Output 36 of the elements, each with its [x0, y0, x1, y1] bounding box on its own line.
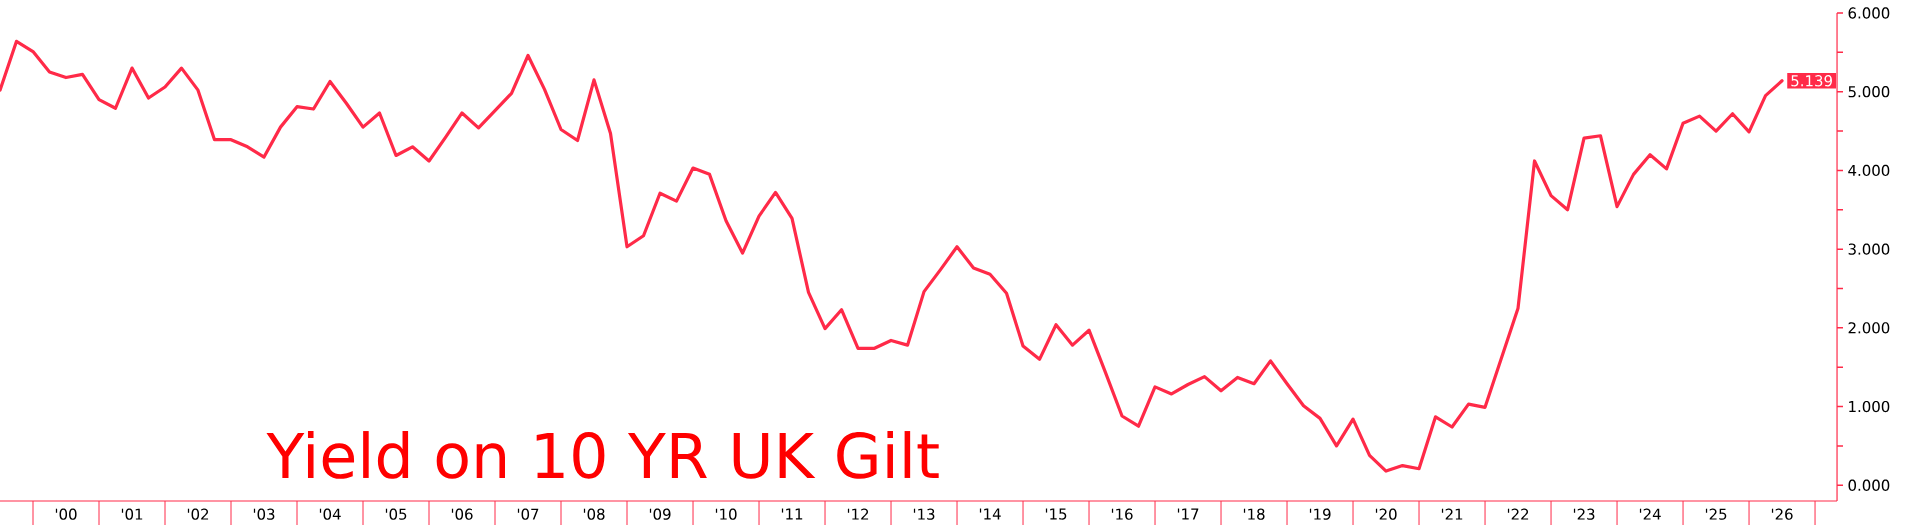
x-tick-label: '13	[913, 508, 935, 520]
x-tick-label: '14	[979, 508, 1001, 520]
x-tick-label: '04	[319, 508, 341, 520]
y-tick-label: 1.000	[1849, 400, 1890, 413]
x-tick-label: '15	[1045, 508, 1067, 520]
x-tick-label: '16	[1111, 508, 1133, 520]
x-tick-label: '05	[385, 508, 407, 520]
y-tick-label: 5.000	[1848, 86, 1890, 98]
x-tick-label: '07	[517, 508, 539, 520]
x-tick-label: '09	[649, 508, 671, 520]
y-tick-label: 2.000	[1848, 322, 1890, 334]
y-tick-label: 0.000	[1848, 479, 1890, 491]
y-tick-label: 4.000	[1848, 164, 1890, 177]
x-tick-label: '24	[1639, 508, 1661, 520]
x-tick-label: '18	[1243, 508, 1265, 520]
annotation: 5.139	[1791, 75, 1832, 87]
x-tick-label: '22	[1507, 508, 1529, 520]
x-tick-label: '06	[451, 508, 473, 520]
x-tick-label: '08	[583, 508, 605, 520]
x-tick-label: '03	[253, 508, 275, 520]
text: Yield on 10 YR UK Gilt	[266, 431, 939, 479]
x-tick-label: '00	[55, 508, 77, 520]
x-tick-label: '02	[187, 508, 209, 520]
x-tick-label: '10	[715, 508, 737, 520]
x-tick-label: '12	[847, 508, 869, 520]
x-tick-label: '23	[1573, 508, 1595, 520]
x-tick-label: '25	[1705, 508, 1727, 520]
y-tick-label: 3.000	[1848, 243, 1890, 255]
y-tick-label: 6.000	[1848, 7, 1890, 19]
x-tick-label: '11	[781, 508, 803, 520]
x-tick-label: '26	[1771, 508, 1793, 520]
x-tick-label: '21	[1441, 508, 1463, 520]
x-tick-label: '20	[1375, 508, 1397, 520]
x-tick-label: '01	[121, 508, 143, 520]
x-tick-label: '19	[1309, 508, 1331, 520]
x-tick-label: '17	[1177, 508, 1199, 520]
